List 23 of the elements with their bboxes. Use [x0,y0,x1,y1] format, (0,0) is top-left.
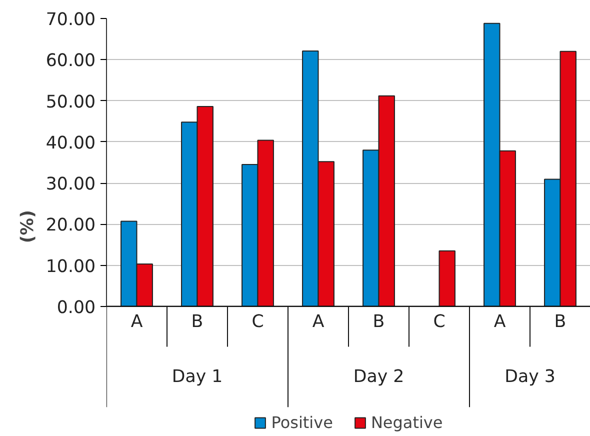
y-tick-label: 0.00 [56,298,96,318]
y-tick-label: 40.00 [46,133,96,154]
y-tick-label: 50.00 [46,92,96,112]
x-tick-label: A [312,312,324,332]
y-tick-label: 30.00 [46,174,96,195]
y-axis-title: (%) [18,210,38,244]
x-tick-label: B [372,312,385,332]
text: Day 1 [172,366,223,387]
x-tick-label: A [130,312,143,332]
x-tick-label: C [252,312,264,332]
y-tick-label: 10.00 [46,256,96,277]
text: Day 2 [353,366,404,387]
legend-label: Negative [370,413,443,432]
x-tick-label: A [494,312,506,332]
legend-label: Positive [271,413,333,432]
y-tick-label: 60.00 [46,51,96,72]
y-tick-label: 70.00 [46,10,96,30]
y-tick-label: 20.00 [46,216,96,236]
x-tick-label: B [554,312,566,332]
x-tick-label: C [433,312,446,332]
x-tick-label: B [191,312,204,332]
bar [438,250,456,307]
text: Day 3 [504,366,556,387]
